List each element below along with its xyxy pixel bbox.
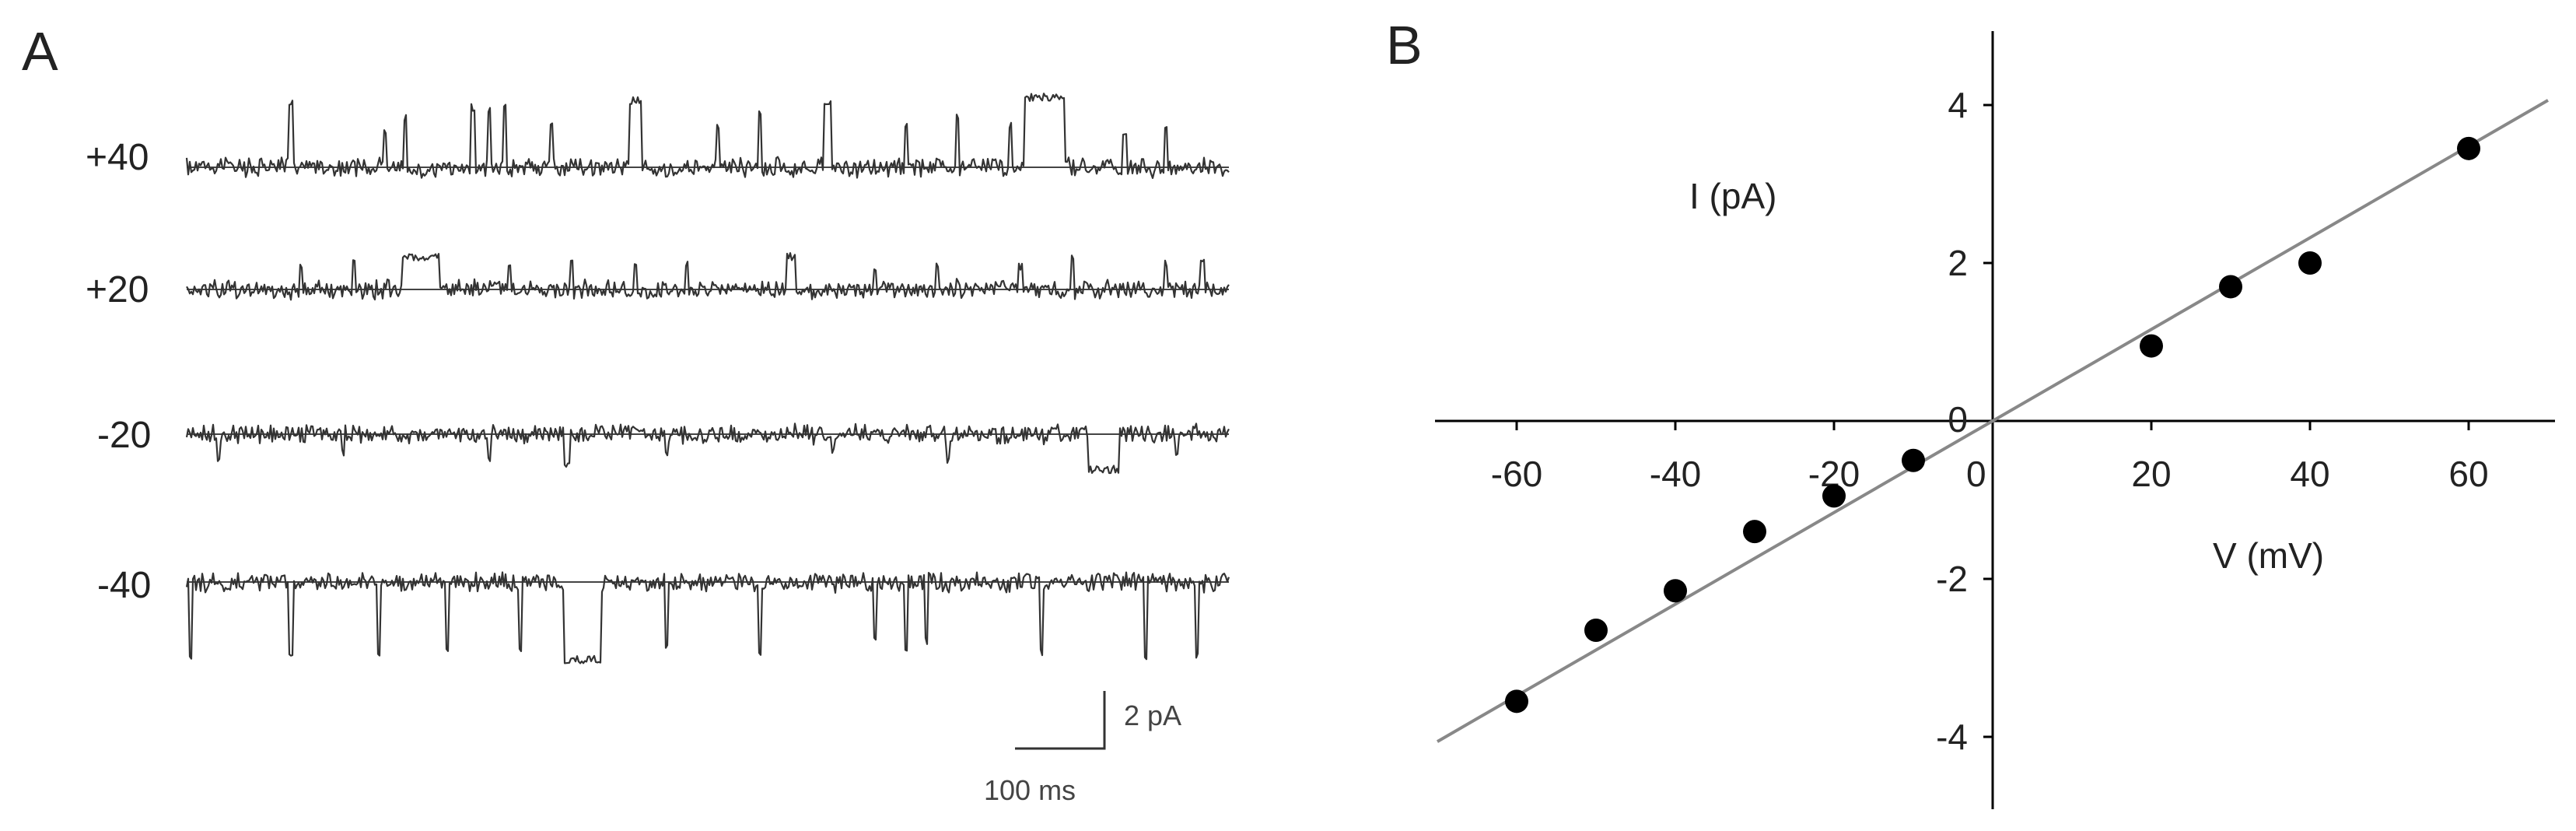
data-point xyxy=(1584,618,1608,642)
y-ticks: -4 -2 0 2 4 xyxy=(1936,85,1993,757)
x-ticks: -60 -40 -20 0 20 40 60 xyxy=(1491,421,2489,494)
x-tick-label: 40 xyxy=(2290,454,2329,494)
trace-minus20 xyxy=(185,423,1230,475)
trace-label-plus20: +20 xyxy=(86,269,149,310)
y-tick-label: -2 xyxy=(1936,559,1968,599)
trace-minus40 xyxy=(185,571,1230,664)
trace-label-plus40: +40 xyxy=(86,137,149,178)
x-axis-label: V (mV) xyxy=(2213,535,2324,576)
trace-plus20 xyxy=(186,252,1230,301)
y-tick-label: -4 xyxy=(1936,717,1968,757)
trace-row-plus40: +40 xyxy=(86,93,1230,179)
y-tick-label: 0 xyxy=(1948,399,1968,440)
y-axis-label: I (pA) xyxy=(1689,176,1776,216)
data-point xyxy=(1743,520,1766,544)
data-point xyxy=(2140,334,2163,358)
trace-plus40 xyxy=(185,93,1230,179)
scale-bar-current-label: 2 pA xyxy=(1124,700,1181,731)
data-point xyxy=(1902,448,1925,472)
x-tick-label: -40 xyxy=(1650,454,1701,494)
data-point xyxy=(2298,251,2322,275)
x-tick-label: 20 xyxy=(2131,454,2171,494)
trace-row-minus40: -40 xyxy=(97,565,1230,664)
panel-b: B -60 -40 -2 0 0 20 40 60 -4 -2 0 2 4 I (pA) V (mV) xyxy=(1386,15,2555,809)
x-tick-label: 60 xyxy=(2448,454,2488,494)
panel-b-letter: B xyxy=(1386,15,1423,75)
trace-label-minus40: -40 xyxy=(97,565,151,606)
data-point xyxy=(1664,579,1687,603)
x-tick-label: 0 xyxy=(1966,454,1986,494)
data-point xyxy=(1822,484,1846,508)
scale-bar-lines xyxy=(1015,691,1106,750)
x-tick-label: -60 xyxy=(1491,454,1542,494)
trace-row-minus20: -20 xyxy=(97,415,1230,475)
data-point xyxy=(1505,689,1528,714)
trace-row-plus20: +20 xyxy=(86,252,1230,310)
scale-bar: 2 pA 100 ms xyxy=(984,691,1181,806)
fit-line xyxy=(1437,99,2549,743)
data-points xyxy=(1505,136,2480,714)
panel-a-letter: A xyxy=(22,21,58,82)
panel-a: A +40 +20 -20 -40 2 pA 100 ms xyxy=(22,21,1230,806)
scale-bar-time-label: 100 ms xyxy=(984,774,1076,806)
data-point xyxy=(2457,136,2480,160)
data-point xyxy=(2219,275,2242,299)
trace-label-minus20: -20 xyxy=(97,415,151,456)
y-tick-label: 2 xyxy=(1948,243,1968,283)
y-tick-label: 4 xyxy=(1948,85,1968,125)
